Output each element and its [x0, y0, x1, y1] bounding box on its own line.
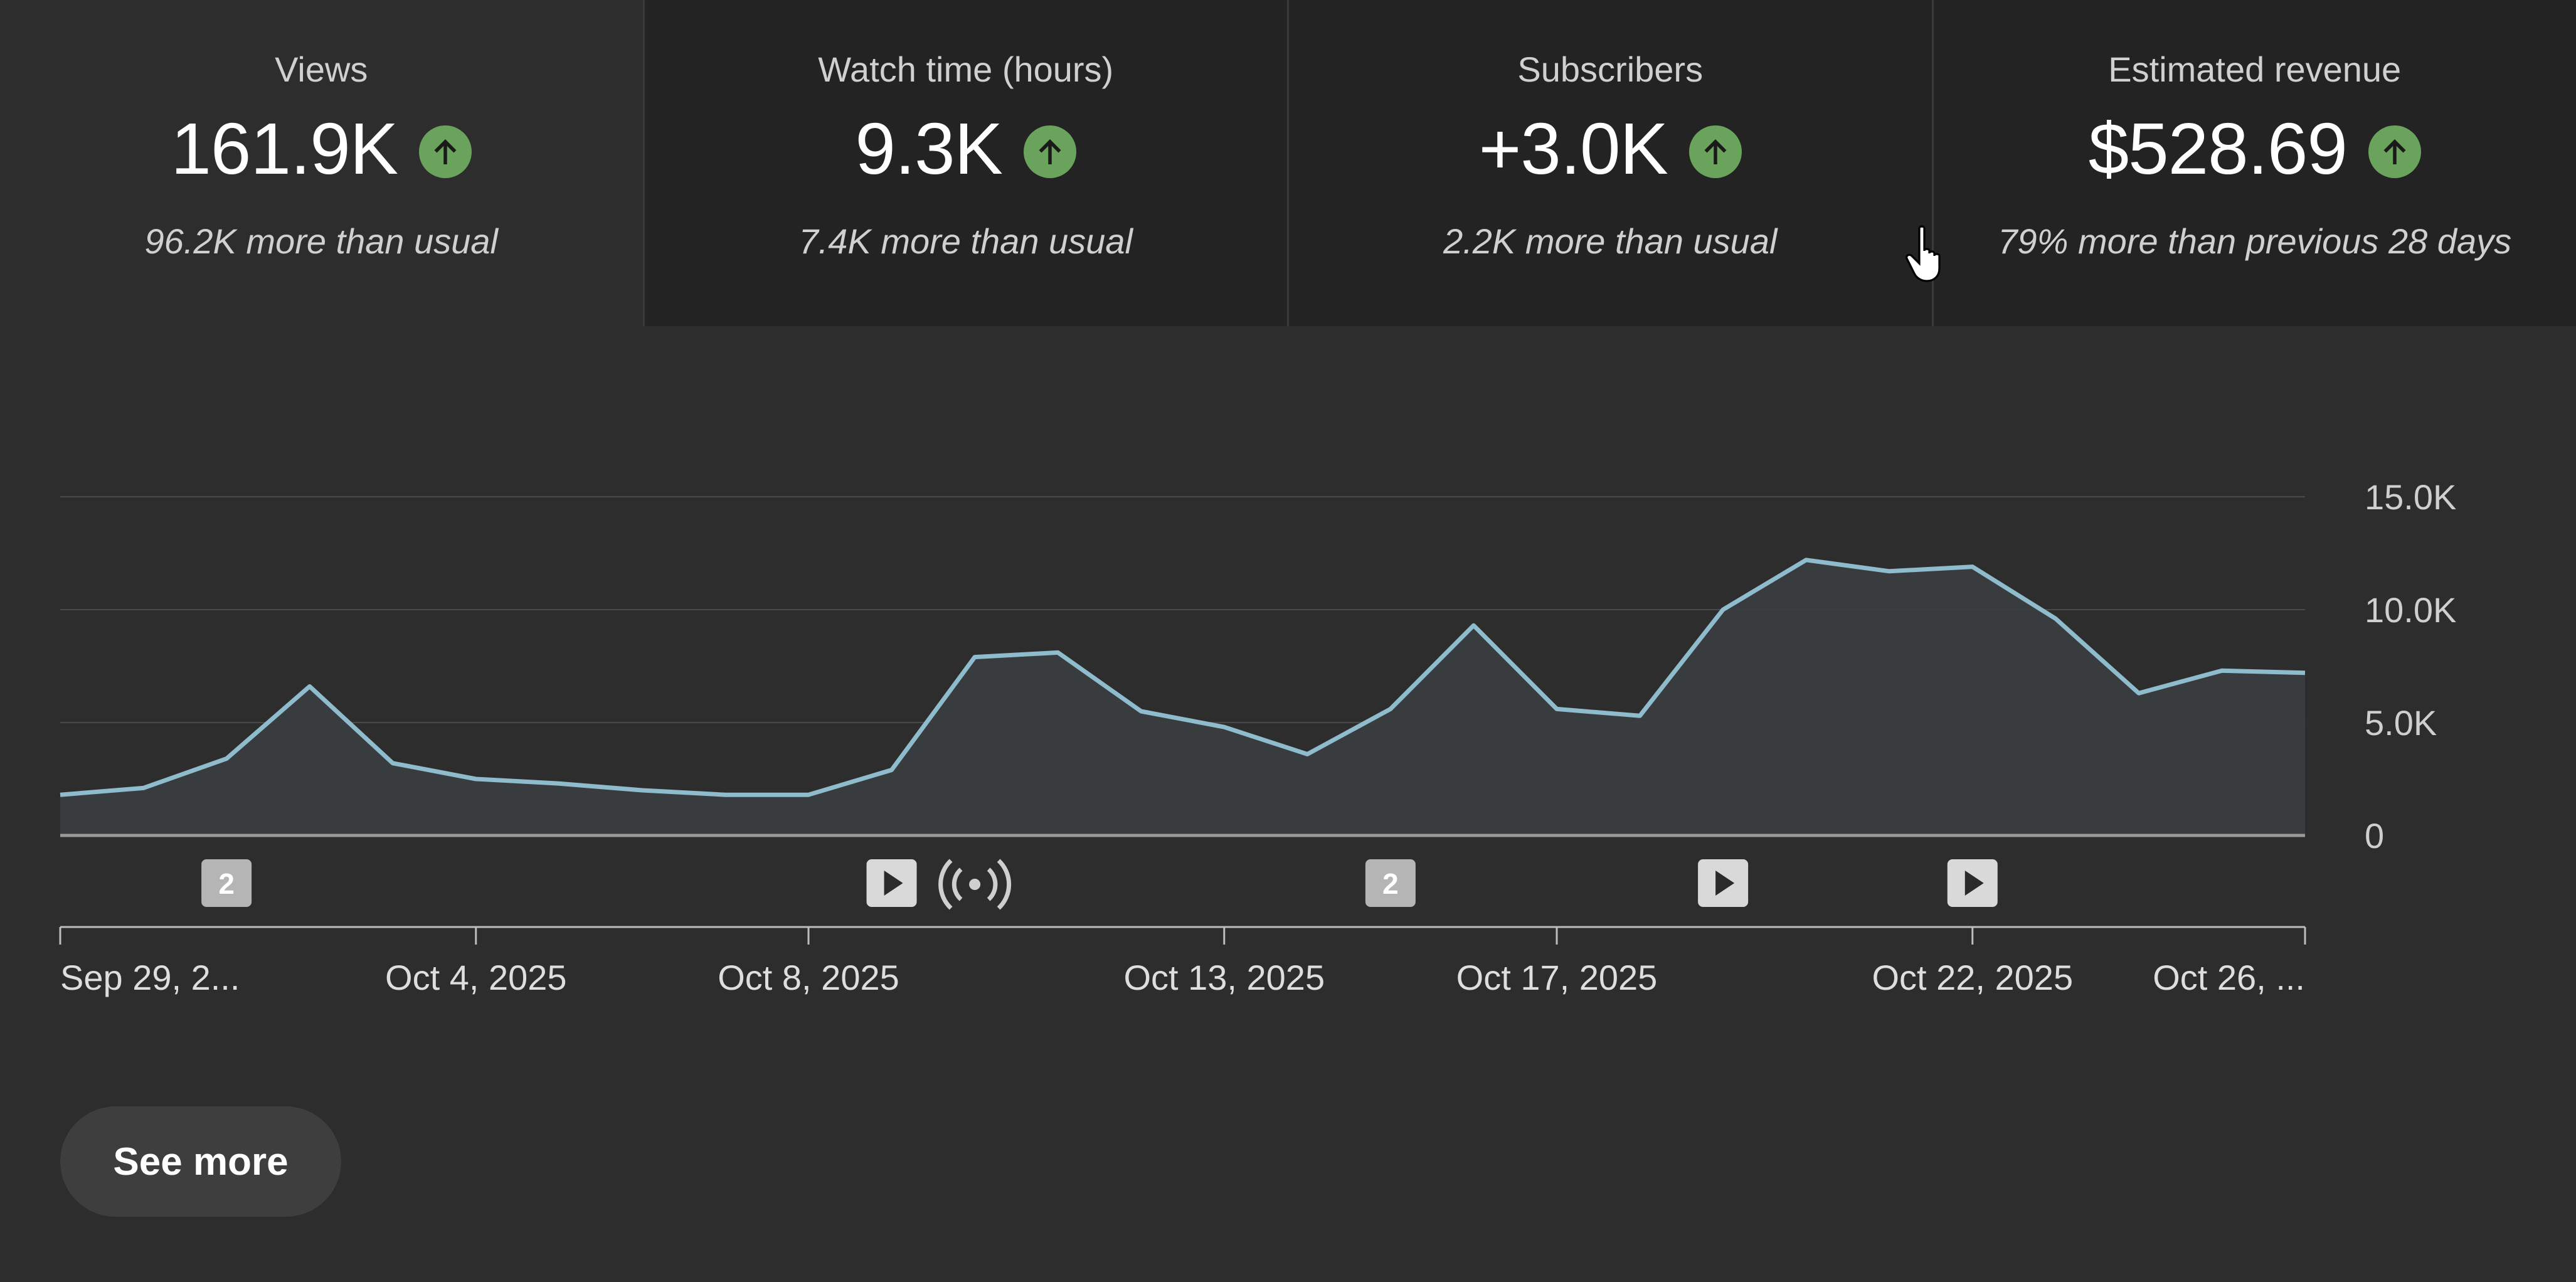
upload-count-marker [1365, 859, 1416, 907]
x-tick-label: Oct 22, 2025 [1872, 958, 2073, 997]
subscribers-value: +3.0K [1478, 108, 1668, 189]
watch-time-value: 9.3K [855, 108, 1003, 189]
arrow-up-icon [1024, 125, 1077, 178]
live-wave [997, 859, 1012, 910]
subscribers-label: Subscribers [1517, 50, 1704, 89]
upload-count-label: 2 [1382, 867, 1399, 900]
y-tick-label: 0 [2365, 816, 2384, 856]
live-icon [969, 879, 981, 890]
watch-time-note: 7.4K more than usual [798, 221, 1133, 261]
y-tick-label: 10.0K [2365, 590, 2456, 630]
hand-cursor-icon [1905, 225, 1941, 282]
revenue-card[interactable]: Estimated revenue $528.69 79% more than … [1931, 0, 2576, 326]
chart-svg: 15.0K 10.0K 5.0K 0 2 2 Sep 29, 2... Oct 4, 2025… [59, 477, 2456, 997]
revenue-value: $528.69 [2088, 108, 2348, 189]
see-more-button[interactable]: See more [60, 1106, 341, 1217]
subscribers-card[interactable]: Subscribers +3.0K 2.2K more than usual [1287, 0, 1932, 326]
watch-time-card[interactable]: Watch time (hours) 9.3K 7.4K more than u… [642, 0, 1287, 326]
views-line [60, 558, 2306, 797]
play-icon [884, 871, 903, 896]
y-tick-label: 5.0K [2365, 703, 2437, 743]
play-icon [1964, 871, 1984, 896]
stats-row: Views 161.9K 96.2K more than usual Watch… [0, 0, 2576, 326]
subscribers-note: 2.2K more than usual [1443, 221, 1778, 261]
upload-count-label: 2 [218, 867, 235, 900]
views-card[interactable]: Views 161.9K 96.2K more than usual [0, 0, 643, 326]
x-tick-label: Oct 4, 2025 [385, 958, 567, 997]
views-area [60, 559, 2305, 835]
play-icon [1715, 871, 1735, 896]
arrow-up-icon [2368, 125, 2421, 178]
live-wave [987, 867, 998, 901]
live-wave [938, 859, 953, 910]
upload-count-marker [201, 859, 252, 907]
watch-time-label: Watch time (hours) [818, 50, 1114, 89]
revenue-label: Estimated revenue [2108, 50, 2402, 89]
views-value: 161.9K [171, 108, 398, 189]
y-tick-label: 15.0K [2365, 477, 2456, 517]
live-wave [951, 867, 963, 901]
x-tick-label: Oct 13, 2025 [1123, 958, 1325, 997]
revenue-note: 79% more than previous 28 days [1998, 221, 2512, 261]
x-tick-label: Oct 8, 2025 [718, 958, 899, 997]
x-tick-label: Oct 26, ... [2153, 958, 2305, 997]
arrow-up-icon [1688, 125, 1742, 178]
views-label: Views [275, 50, 368, 89]
views-chart[interactable]: 15.0K 10.0K 5.0K 0 2 2 Sep 29, 2... Oct 4, 2025… [0, 326, 2576, 1079]
x-tick-label: Oct 17, 2025 [1456, 958, 1658, 997]
arrow-up-icon [419, 125, 472, 178]
views-note: 96.2K more than usual [144, 221, 498, 261]
x-tick-label: Sep 29, 2... [60, 958, 240, 997]
